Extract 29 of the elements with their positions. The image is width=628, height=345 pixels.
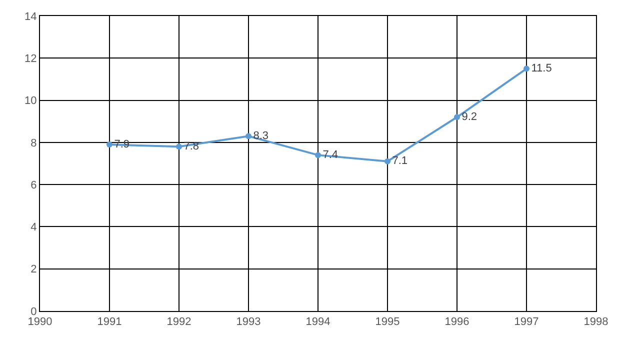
point [246, 133, 252, 140]
point [315, 152, 321, 158]
point [176, 144, 182, 150]
y-tick-label: 14 [24, 10, 37, 23]
x-tick-label: 1994 [306, 316, 330, 328]
data-label: 7.1 [392, 155, 408, 168]
y-tick-label: 6 [30, 179, 37, 192]
data-label: 9.2 [462, 110, 478, 123]
x-tick-label: 1997 [514, 316, 539, 328]
y-tick-label: 0 [30, 306, 37, 318]
x-tick-label: 1993 [236, 316, 261, 328]
x-tick-label: 1990 [28, 316, 52, 328]
data-label: 7.9 [114, 138, 130, 150]
point [454, 114, 460, 120]
x-tick-label: 1992 [166, 316, 192, 328]
point [106, 142, 112, 148]
x-tick-label: 1991 [97, 316, 122, 328]
x-tick-label: 1996 [444, 316, 470, 328]
x-tick-label: 1995 [375, 316, 400, 328]
point [524, 66, 530, 72]
data-label: 8.3 [253, 130, 269, 142]
y-tick-label: 8 [30, 137, 37, 150]
x-tick-label: 1998 [584, 316, 608, 328]
y-tick-label: 10 [24, 95, 37, 108]
point [384, 158, 390, 164]
y-tick-label: 12 [24, 52, 37, 65]
data-label: 11.5 [531, 62, 552, 74]
y-tick-label: 4 [30, 222, 37, 234]
y-tick-label: 2 [30, 264, 37, 276]
